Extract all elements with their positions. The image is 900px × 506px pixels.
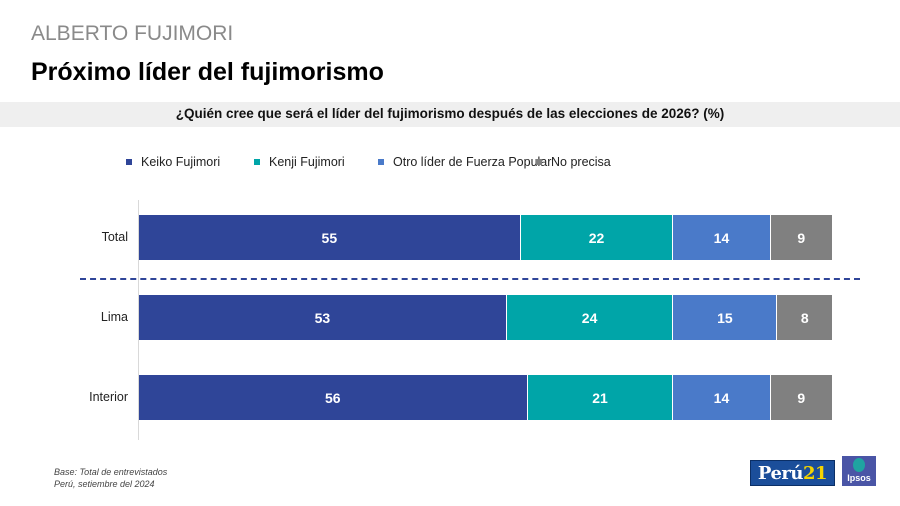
bar-segment: 22	[520, 215, 674, 260]
ipsos-drop-icon	[853, 458, 865, 472]
bar-segment: 53	[139, 295, 507, 340]
data-label: 56	[325, 389, 341, 406]
data-label: 9	[797, 389, 806, 406]
bar-segment: 8	[777, 295, 833, 340]
bar-segment: 9	[770, 375, 833, 420]
bar-segment: 56	[139, 375, 528, 420]
survey-question: ¿Quién cree que será el líder del fujimo…	[175, 106, 725, 121]
bar-segment: 55	[139, 215, 521, 260]
legend-swatch	[378, 159, 384, 165]
legend-label: Kenji Fujimori	[269, 155, 345, 169]
legend-label: Keiko Fujimori	[141, 155, 221, 169]
legend-label: Otro líder de Fuerza Popular	[393, 155, 552, 169]
dashed-separator	[80, 278, 860, 280]
data-label: 22	[588, 229, 605, 246]
legend-swatch	[536, 159, 542, 165]
category-label: Total	[101, 229, 128, 244]
legend: Keiko Fujimori Kenji Fujimori Otro líder d…	[0, 155, 900, 171]
category-label: Interior	[89, 389, 128, 404]
question-band	[0, 102, 900, 127]
data-label: 9	[797, 229, 806, 246]
data-label: 14	[713, 229, 730, 246]
date-note: Perú, setiembre del 2024	[54, 479, 155, 489]
legend-item: Otro líder de Fuerza Popular	[378, 155, 551, 169]
ipsos-logo: Ipsos	[842, 456, 876, 486]
base-note: Base: Total de entrevistados	[54, 467, 168, 477]
peru21-logo: Perú 21	[750, 460, 835, 486]
data-label: 55	[321, 229, 338, 246]
category-axis-line	[138, 200, 139, 440]
data-label: 21	[592, 389, 608, 406]
legend-swatch	[254, 159, 260, 165]
chart-title: Próximo líder del fujimorismo	[31, 58, 384, 86]
bar-segment: 14	[673, 215, 771, 260]
data-label: 15	[717, 309, 733, 326]
data-label: 8	[800, 309, 809, 326]
data-label: 14	[713, 389, 730, 406]
bar-segment: 21	[527, 375, 674, 420]
legend-item: Kenji Fujimori	[254, 155, 345, 169]
data-label: 24	[581, 309, 598, 326]
legend-label: No precisa	[551, 155, 611, 169]
legend-swatch	[126, 159, 132, 165]
peru21-logo-number: 21	[803, 462, 828, 484]
data-label: 53	[314, 309, 331, 326]
ipsos-logo-text: Ipsos	[847, 473, 871, 483]
bar-segment: 14	[673, 375, 771, 420]
legend-item: Keiko Fujimori	[126, 155, 220, 169]
peru21-logo-text: Perú	[757, 462, 804, 484]
bar-segment: 24	[506, 295, 674, 340]
supertitle: ALBERTO FUJIMORI	[31, 22, 234, 45]
legend-item: No precisa	[536, 155, 611, 169]
bar-segment: 9	[770, 215, 833, 260]
bar-segment: 15	[673, 295, 778, 340]
category-label: Lima	[100, 309, 128, 324]
